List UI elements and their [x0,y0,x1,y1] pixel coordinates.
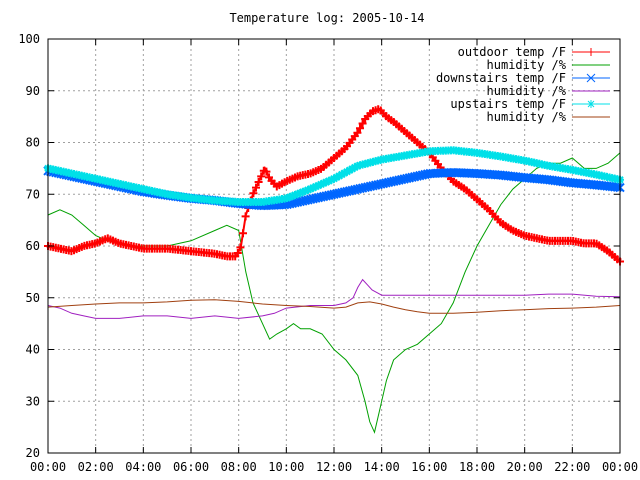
humidity-series-2 [47,278,621,319]
series-layer [43,105,625,434]
x-tick-label: 12:00 [316,460,352,474]
y-tick-label: 20 [26,446,40,460]
legend-item: outdoor temp /F [458,45,610,59]
y-tick-label: 50 [26,291,40,305]
x-tick-label: 20:00 [507,460,543,474]
legend-item: upstairs temp /F [450,97,610,111]
humidity-series-3 [47,299,621,314]
legend-item: humidity /% [487,84,610,98]
series-line [47,299,621,314]
series-line [47,278,621,319]
y-tick-label: 30 [26,394,40,408]
x-tick-label: 08:00 [221,460,257,474]
chart-title: Temperature log: 2005-10-14 [229,11,424,25]
legend-label: downstairs temp /F [436,71,566,85]
legend-label: humidity /% [487,84,567,98]
y-tick-label: 80 [26,136,40,150]
x-tick-label: 02:00 [78,460,114,474]
x-tick-label: 14:00 [364,460,400,474]
x-tick-label: 04:00 [125,460,161,474]
x-tick-label: 22:00 [554,460,590,474]
x-tick-label: 00:00 [602,460,638,474]
legend-label: outdoor temp /F [458,45,566,59]
legend-item: humidity /% [487,58,610,72]
legend-label: upstairs temp /F [450,97,566,111]
legend-label: humidity /% [487,110,567,124]
x-tick-label: 06:00 [173,460,209,474]
y-tick-label: 40 [26,343,40,357]
legend-item: downstairs temp /F [436,71,610,85]
y-tick-label: 70 [26,187,40,201]
y-tick-label: 90 [26,84,40,98]
y-tick-label: 100 [18,32,40,46]
axis-ticks: 20 30 40 50 60 70 80 90 100 00:00 02:00 04:00 06:00 0… [18,32,638,474]
x-tick-label: 00:00 [30,460,66,474]
x-tick-label: 10:00 [268,460,304,474]
legend-item: humidity /% [487,110,610,124]
series-markers [44,105,624,266]
y-tick-label: 60 [26,239,40,253]
x-tick-label: 16:00 [411,460,447,474]
x-tick-label: 18:00 [459,460,495,474]
legend-label: humidity /% [487,58,567,72]
outdoor-temp-series [44,105,624,266]
